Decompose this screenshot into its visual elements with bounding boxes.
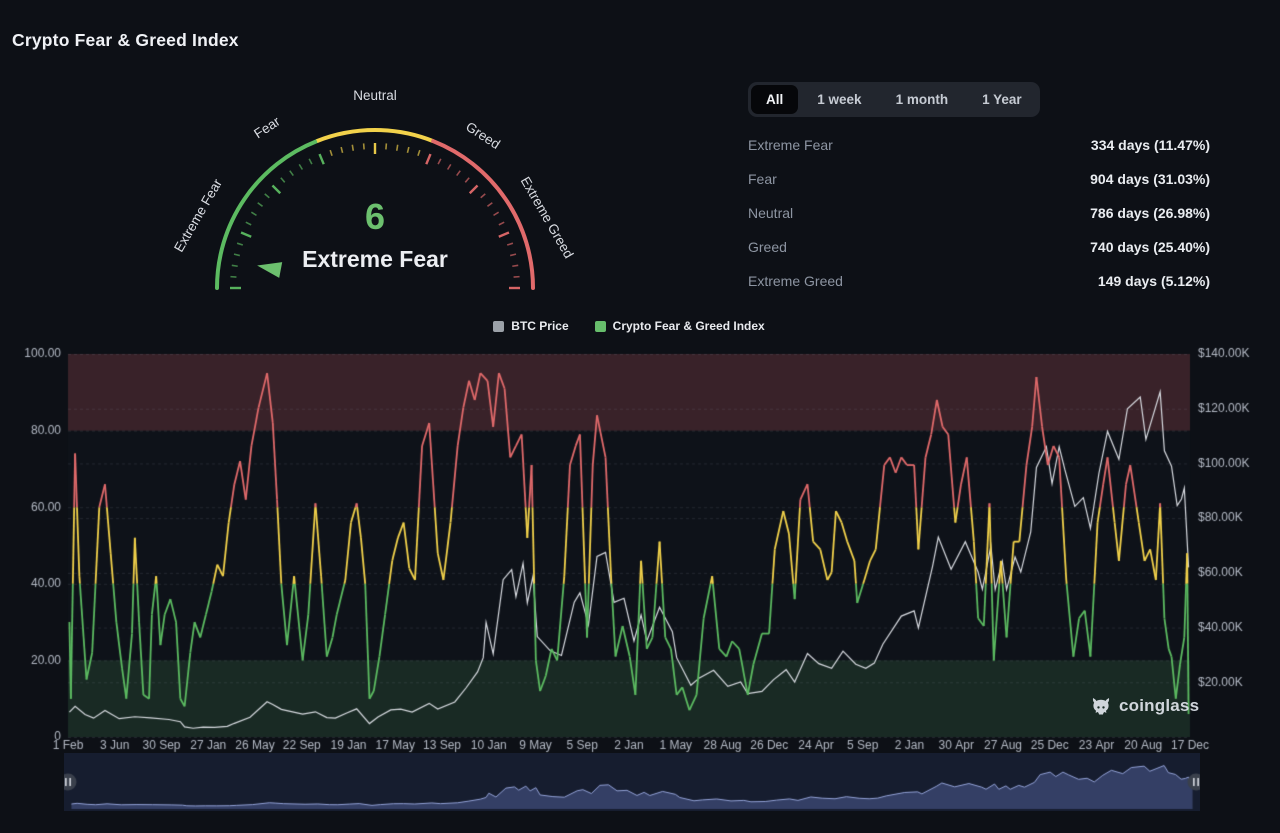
stat-label: Extreme Fear xyxy=(748,137,833,153)
legend-item-fear-greed[interactable]: Crypto Fear & Greed Index xyxy=(595,319,765,333)
tab-1-month[interactable]: 1 month xyxy=(881,85,964,114)
gauge-classification: Extreme Fear xyxy=(165,246,585,273)
tab-1-week[interactable]: 1 week xyxy=(802,85,876,114)
legend-item-btc-price[interactable]: BTC Price xyxy=(493,319,568,333)
stat-row-neutral: Neutral 786 days (26.98%) xyxy=(748,196,1210,230)
chart-legend: BTC Price Crypto Fear & Greed Index xyxy=(68,319,1190,333)
stat-row-extreme-greed: Extreme Greed 149 days (5.12%) xyxy=(748,264,1210,298)
stat-label: Fear xyxy=(748,171,777,187)
page-title: Crypto Fear & Greed Index xyxy=(12,30,239,51)
gauge-label-neutral: Neutral xyxy=(325,88,425,103)
btc-price-swatch-icon xyxy=(493,321,504,332)
chart-navigator[interactable] xyxy=(64,753,1200,811)
range-tab-bar: All 1 week 1 month 1 Year xyxy=(748,82,1040,117)
stat-value: 334 days (11.47%) xyxy=(1091,137,1210,153)
tab-1-year[interactable]: 1 Year xyxy=(967,85,1037,114)
stat-value: 740 days (25.40%) xyxy=(1090,239,1210,255)
gauge-value: 6 xyxy=(165,196,585,238)
legend-label: BTC Price xyxy=(511,319,568,333)
classification-stats: Extreme Fear 334 days (11.47%) Fear 904 … xyxy=(748,128,1210,298)
watermark-text: coinglass xyxy=(1119,696,1199,716)
crypto-fear-greed-page: Crypto Fear & Greed Index Extreme Fear F… xyxy=(0,0,1280,833)
coinglass-watermark: coinglass xyxy=(1089,694,1199,718)
fear-greed-swatch-icon xyxy=(595,321,606,332)
stat-value: 904 days (31.03%) xyxy=(1090,171,1210,187)
stat-label: Neutral xyxy=(748,205,793,221)
coinglass-logo-icon xyxy=(1089,694,1113,718)
stat-row-greed: Greed 740 days (25.40%) xyxy=(748,230,1210,264)
stat-value: 149 days (5.12%) xyxy=(1098,273,1210,289)
legend-label: Crypto Fear & Greed Index xyxy=(613,319,765,333)
fear-greed-btc-chart[interactable] xyxy=(0,346,1280,756)
tab-all[interactable]: All xyxy=(751,85,798,114)
stat-row-extreme-fear: Extreme Fear 334 days (11.47%) xyxy=(748,128,1210,162)
fear-greed-gauge: Extreme Fear Fear Neutral Greed Extreme … xyxy=(165,80,585,312)
stat-label: Greed xyxy=(748,239,787,255)
stat-value: 786 days (26.98%) xyxy=(1090,205,1210,221)
stat-label: Extreme Greed xyxy=(748,273,843,289)
stat-row-fear: Fear 904 days (31.03%) xyxy=(748,162,1210,196)
